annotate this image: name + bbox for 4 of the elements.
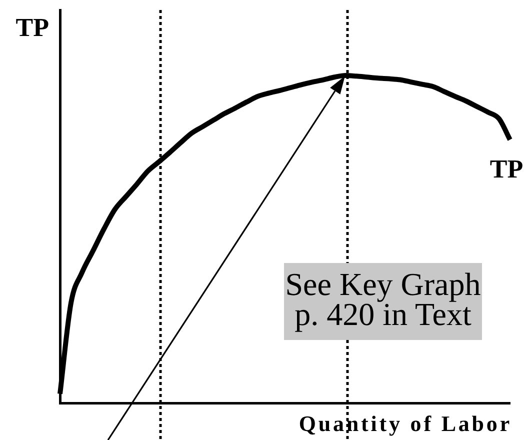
series-label: TP [490, 154, 524, 184]
y-axis-title: TP [16, 13, 50, 42]
annotation: See Key Graph p. 420 in Text [284, 263, 482, 340]
x-axis-title: Quantity of Labor [298, 411, 512, 436]
